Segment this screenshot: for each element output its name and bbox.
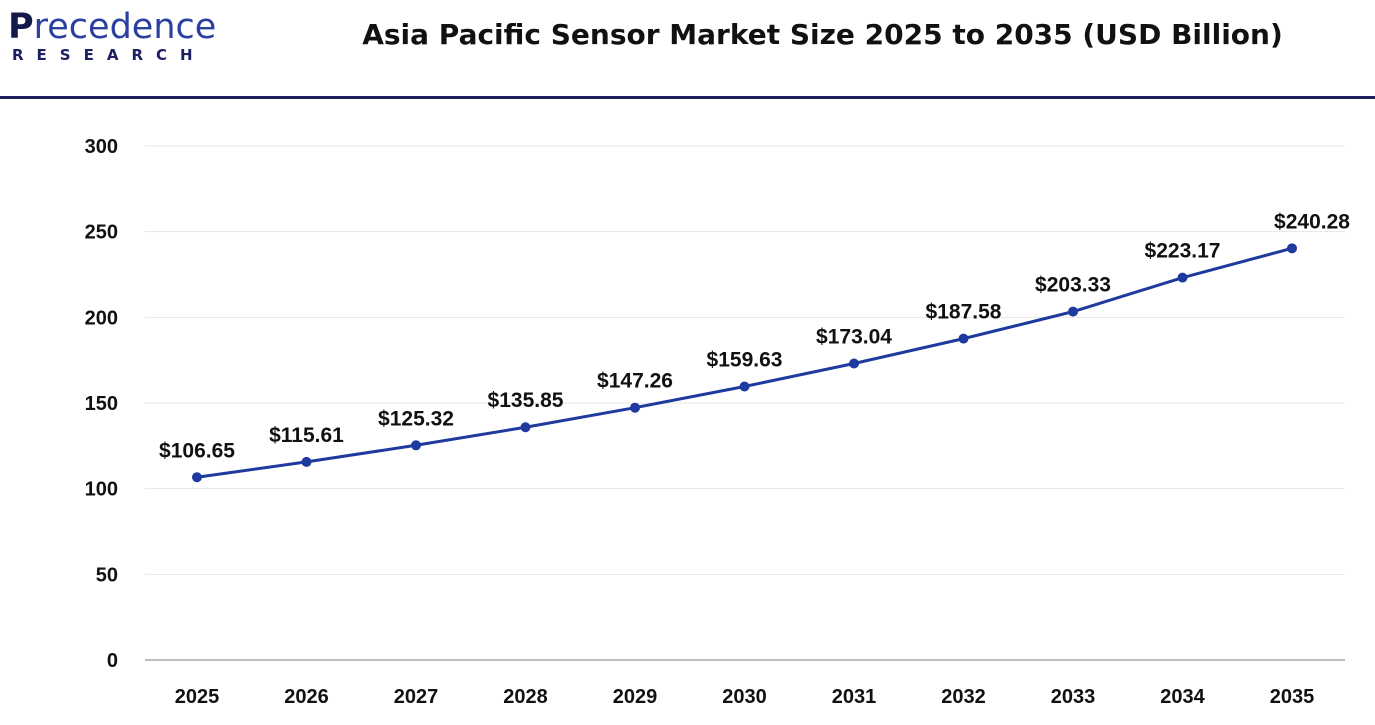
data-point — [1287, 243, 1297, 254]
y-tick-label: 0 — [107, 650, 118, 672]
y-tick-label: 300 — [85, 136, 118, 158]
data-label: $187.58 — [926, 301, 1002, 324]
data-label: $125.32 — [378, 407, 454, 430]
x-tick-label: 2032 — [941, 686, 986, 708]
x-tick-label: 2034 — [1160, 686, 1205, 708]
x-tick-label: 2030 — [722, 686, 767, 708]
logo-subtext: RESEARCH — [12, 46, 206, 64]
data-point — [630, 402, 640, 413]
x-tick-label: 2028 — [503, 686, 548, 708]
data-point — [958, 333, 969, 344]
y-tick-label: 250 — [85, 222, 118, 244]
data-point — [301, 456, 312, 467]
logo-text: Precedence — [8, 7, 217, 47]
data-label: $240.28 — [1274, 210, 1350, 233]
chart-title: Asia Pacific Sensor Market Size 2025 to … — [362, 18, 1283, 51]
x-tick-label: 2035 — [1270, 686, 1315, 708]
data-label: $159.63 — [707, 349, 783, 372]
x-tick-label: 2027 — [394, 686, 439, 708]
data-label: $223.17 — [1145, 240, 1221, 263]
data-label: $106.65 — [159, 439, 235, 462]
y-tick-label: 200 — [85, 307, 118, 329]
data-point — [1068, 306, 1078, 317]
data-point — [1177, 272, 1188, 283]
y-tick-label: 100 — [85, 479, 118, 501]
data-point — [192, 472, 202, 483]
data-point — [520, 422, 531, 433]
data-point — [411, 440, 421, 451]
y-tick-label: 150 — [85, 393, 118, 415]
data-label: $135.85 — [488, 389, 564, 412]
data-point — [739, 381, 750, 392]
header-divider — [0, 96, 1375, 99]
data-label: $203.33 — [1035, 274, 1111, 297]
y-tick-label: 50 — [96, 564, 118, 586]
x-tick-label: 2029 — [613, 686, 658, 708]
data-label: $115.61 — [269, 424, 344, 447]
data-label: $147.26 — [597, 370, 673, 393]
data-label: $173.04 — [816, 326, 892, 349]
data-point — [849, 358, 859, 369]
x-tick-label: 2026 — [284, 686, 329, 708]
x-tick-label: 2031 — [832, 686, 877, 708]
x-tick-label: 2033 — [1051, 686, 1096, 708]
logo: Precedence RESEARCH — [8, 8, 216, 64]
x-tick-label: 2025 — [175, 686, 220, 708]
